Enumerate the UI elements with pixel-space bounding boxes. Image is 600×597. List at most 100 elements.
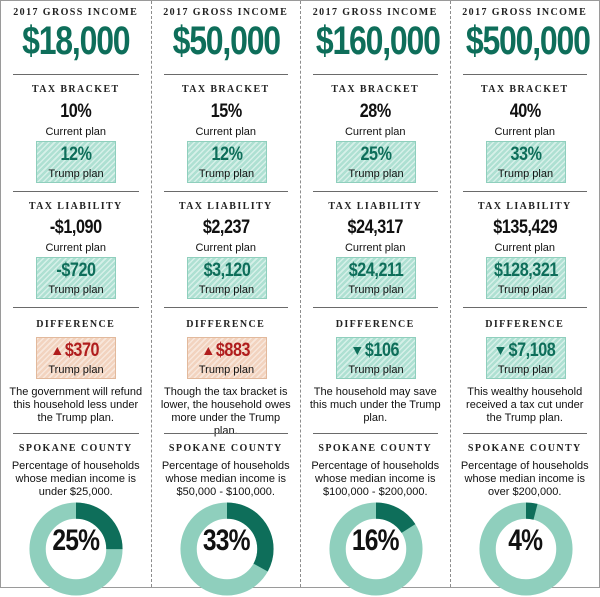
divider — [163, 307, 288, 308]
bracket-current-value: 28% — [359, 101, 391, 122]
county-heading: SPOKANE COUNTY — [318, 443, 433, 454]
trump-plan-label: Trump plan — [48, 168, 104, 180]
bracket-trump-value: 12% — [210, 144, 243, 165]
gross-income-heading: 2017 GROSS INCOME — [312, 7, 438, 18]
bracket-trump-box: 25% Trump plan — [336, 141, 416, 183]
divider — [313, 433, 438, 434]
percentage-label: 33% — [202, 524, 250, 557]
gross-income-heading: 2017 GROSS INCOME — [163, 7, 289, 18]
trump-plan-label: Trump plan — [348, 364, 404, 376]
county-description: Percentage of households whose median in… — [161, 460, 290, 498]
percentage-label: 16% — [351, 524, 400, 557]
difference-value: $883 — [215, 340, 250, 361]
trump-plan-label: Trump plan — [48, 284, 104, 296]
triangle-up-icon — [52, 347, 62, 355]
trump-plan-label: Trump plan — [348, 168, 404, 180]
divider — [13, 433, 139, 434]
current-plan-label: Current plan — [195, 126, 257, 138]
county-description: Percentage of households whose median in… — [460, 460, 589, 498]
county-description: Percentage of households whose median in… — [11, 460, 140, 498]
liability-trump-value: $128,321 — [493, 260, 558, 281]
percentage-donut — [329, 502, 423, 596]
divider — [313, 191, 438, 192]
liability-trump-box: $128,321 Trump plan — [485, 257, 566, 299]
percentage-label: 25% — [52, 524, 100, 557]
percentage-donut — [179, 502, 274, 596]
bracket-trump-value: 33% — [509, 144, 542, 165]
liability-current-value: $135,429 — [492, 217, 557, 238]
county-heading: SPOKANE COUNTY — [18, 443, 133, 454]
gross-income-value: $18,000 — [22, 19, 130, 63]
tax-liability-heading: TAX LIABILITY — [178, 201, 273, 212]
bracket-trump-box: 33% Trump plan — [485, 141, 566, 183]
tax-bracket-heading: TAX BRACKET — [181, 84, 270, 95]
income-column: 2017 GROSS INCOME $18,000 TAX BRACKET 10… — [1, 1, 151, 596]
divider — [163, 191, 288, 192]
current-plan-label: Current plan — [344, 242, 406, 254]
income-column: 2017 GROSS INCOME $50,000 TAX BRACKET 15… — [150, 1, 301, 596]
difference-heading: DIFFERENCE — [186, 319, 266, 330]
triangle-up-icon — [203, 347, 212, 355]
trump-plan-label: Trump plan — [497, 284, 554, 296]
divider — [462, 74, 587, 75]
divider — [163, 74, 288, 75]
gross-income-heading: 2017 GROSS INCOME — [13, 7, 139, 18]
current-plan-label: Current plan — [45, 242, 107, 254]
triangle-down-icon — [496, 347, 505, 355]
county-heading: SPOKANE COUNTY — [168, 443, 283, 454]
current-plan-label: Current plan — [494, 242, 556, 254]
tax-liability-heading: TAX LIABILITY — [28, 201, 123, 212]
trump-plan-label: Trump plan — [198, 284, 255, 296]
donut-share-arc — [29, 502, 123, 596]
bracket-current-value: 40% — [509, 101, 541, 122]
difference-box: $106 Trump plan — [336, 337, 416, 379]
percentage-donut — [478, 502, 573, 596]
tax-liability-heading: TAX LIABILITY — [328, 201, 423, 212]
tax-bracket-heading: TAX BRACKET — [480, 84, 569, 95]
trump-plan-label: Trump plan — [348, 284, 404, 296]
liability-trump-box: $3,120 Trump plan — [186, 257, 267, 299]
divider — [313, 74, 438, 75]
trump-plan-label: Trump plan — [497, 364, 554, 376]
divider — [462, 191, 587, 192]
donut-share-arc — [329, 502, 423, 596]
gross-income-value: $500,000 — [465, 19, 590, 63]
income-column: 2017 GROSS INCOME $500,000 TAX BRACKET 4… — [449, 1, 600, 596]
donut-share-arc — [478, 502, 573, 596]
divider — [462, 433, 587, 434]
current-plan-label: Current plan — [195, 242, 257, 254]
difference-box: $883 Trump plan — [186, 337, 267, 379]
trump-plan-label: Trump plan — [198, 364, 255, 376]
divider — [163, 433, 288, 434]
difference-note: Though the tax bracket is lower, the hou… — [160, 386, 291, 437]
percentage-donut — [29, 502, 123, 596]
difference-heading: DIFFERENCE — [485, 319, 565, 330]
bracket-trump-value: 12% — [60, 144, 92, 165]
triangle-down-icon — [352, 347, 362, 355]
liability-trump-box: -$720 Trump plan — [36, 257, 116, 299]
difference-note: The government will refund this househol… — [9, 386, 143, 424]
difference-value: $370 — [64, 340, 100, 361]
liability-trump-value: -$720 — [56, 260, 96, 281]
divider — [13, 74, 139, 75]
liability-trump-box: $24,211 Trump plan — [336, 257, 416, 299]
bracket-trump-box: 12% Trump plan — [36, 141, 116, 183]
tax-bracket-heading: TAX BRACKET — [331, 84, 420, 95]
difference-box: $7,108 Trump plan — [485, 337, 566, 379]
difference-heading: DIFFERENCE — [335, 319, 415, 330]
county-description: Percentage of households whose median in… — [311, 460, 440, 498]
liability-current-value: -$1,090 — [49, 217, 102, 238]
divider — [313, 307, 438, 308]
trump-plan-label: Trump plan — [198, 168, 255, 180]
current-plan-label: Current plan — [494, 126, 556, 138]
liability-trump-value: $3,120 — [203, 260, 250, 281]
county-heading: SPOKANE COUNTY — [467, 443, 582, 454]
tax-liability-heading: TAX LIABILITY — [477, 201, 572, 212]
difference-box: $370 Trump plan — [36, 337, 116, 379]
difference-value: $106 — [364, 340, 400, 361]
divider — [13, 191, 139, 192]
divider — [462, 307, 587, 308]
difference-note: This wealthy household received a tax cu… — [466, 386, 584, 424]
divider — [13, 307, 139, 308]
